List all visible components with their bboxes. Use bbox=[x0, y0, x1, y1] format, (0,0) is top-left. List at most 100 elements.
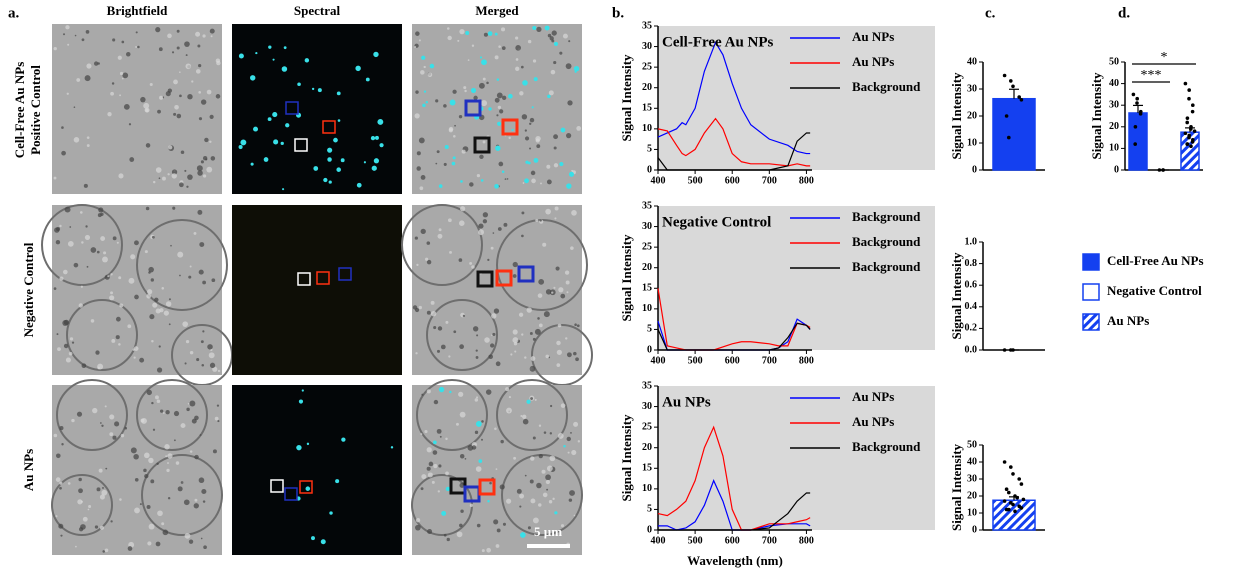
texture bbox=[520, 415, 523, 418]
y-tick-label: 0.2 bbox=[965, 323, 978, 334]
texture bbox=[195, 31, 201, 37]
texture bbox=[548, 90, 554, 96]
nanoparticle-signal bbox=[429, 63, 435, 69]
y-tick-label: 0.6 bbox=[965, 279, 978, 290]
nanoparticle-signal bbox=[438, 184, 443, 188]
texture bbox=[464, 89, 467, 93]
texture bbox=[125, 51, 131, 57]
texture bbox=[439, 435, 442, 438]
texture bbox=[493, 519, 499, 525]
texture bbox=[492, 332, 496, 336]
nanoparticle-signal bbox=[335, 479, 340, 484]
texture bbox=[140, 96, 146, 103]
y-tick-label: 0.0 bbox=[965, 344, 978, 355]
texture bbox=[455, 422, 459, 426]
texture bbox=[515, 45, 521, 51]
texture bbox=[77, 499, 83, 505]
nanoparticle-signal bbox=[479, 56, 483, 59]
texture bbox=[202, 34, 206, 38]
nanoparticle-signal bbox=[425, 101, 429, 104]
legend-label: Background bbox=[852, 259, 921, 274]
texture bbox=[431, 480, 435, 484]
texture bbox=[512, 329, 518, 335]
texture bbox=[115, 335, 120, 340]
x-tick-label: 500 bbox=[688, 355, 703, 366]
nanoparticle-signal bbox=[311, 536, 315, 541]
texture bbox=[117, 55, 122, 60]
texture bbox=[538, 424, 542, 427]
texture bbox=[540, 182, 542, 185]
texture bbox=[536, 26, 542, 32]
texture bbox=[158, 47, 163, 52]
texture bbox=[84, 234, 91, 241]
texture bbox=[217, 420, 220, 423]
texture bbox=[96, 487, 101, 492]
texture bbox=[86, 144, 90, 148]
texture bbox=[179, 274, 181, 277]
nanoparticle-signal bbox=[365, 77, 370, 82]
nanoparticle-signal bbox=[438, 386, 445, 393]
texture bbox=[435, 162, 438, 165]
texture bbox=[121, 40, 125, 44]
texture bbox=[148, 457, 154, 464]
texture bbox=[78, 303, 83, 308]
texture bbox=[107, 275, 110, 278]
texture bbox=[551, 291, 554, 294]
series-line bbox=[658, 492, 811, 531]
legend-label: Background bbox=[852, 79, 921, 94]
texture bbox=[447, 35, 452, 41]
panel-label: c. bbox=[985, 5, 996, 21]
texture bbox=[198, 63, 202, 68]
legend-label: Au NPs bbox=[852, 29, 894, 44]
texture bbox=[155, 395, 159, 400]
nanoparticle-signal bbox=[554, 511, 558, 515]
texture bbox=[549, 455, 556, 462]
texture bbox=[158, 345, 161, 348]
nanoparticle-signal bbox=[341, 437, 346, 442]
texture bbox=[430, 300, 435, 305]
texture bbox=[458, 258, 463, 262]
texture bbox=[452, 89, 457, 94]
texture bbox=[496, 528, 501, 533]
nanoparticle-signal bbox=[273, 139, 279, 145]
data-point bbox=[1190, 109, 1195, 114]
nanoparticle-signal bbox=[280, 141, 284, 146]
texture bbox=[479, 154, 484, 160]
cell-outline bbox=[496, 379, 568, 451]
x-tick-label: 600 bbox=[725, 535, 740, 546]
nanoparticle-signal bbox=[520, 532, 526, 538]
data-point bbox=[1004, 487, 1009, 492]
texture bbox=[62, 320, 69, 326]
texture bbox=[565, 63, 572, 70]
series-line bbox=[657, 322, 811, 351]
texture bbox=[144, 107, 150, 113]
texture bbox=[432, 450, 438, 455]
texture bbox=[118, 276, 122, 280]
texture bbox=[176, 113, 182, 119]
texture bbox=[424, 429, 428, 434]
texture bbox=[515, 58, 519, 61]
texture bbox=[116, 241, 119, 244]
series-line bbox=[657, 117, 811, 167]
nanoparticle-signal bbox=[336, 167, 341, 172]
roi-box bbox=[495, 269, 513, 287]
roi-box bbox=[284, 487, 298, 501]
texture bbox=[538, 453, 543, 459]
nanoparticle-signal bbox=[390, 446, 394, 449]
texture bbox=[173, 410, 180, 417]
texture bbox=[100, 422, 102, 424]
texture bbox=[423, 65, 426, 69]
texture bbox=[518, 312, 524, 317]
texture bbox=[73, 137, 80, 143]
texture bbox=[526, 307, 532, 313]
roi-box bbox=[338, 267, 352, 281]
texture bbox=[481, 100, 488, 107]
nanoparticle-signal bbox=[449, 390, 452, 394]
data-point bbox=[1002, 499, 1007, 503]
texture bbox=[203, 545, 207, 550]
texture bbox=[99, 494, 105, 500]
texture bbox=[110, 91, 114, 96]
texture bbox=[521, 333, 524, 336]
y-tick-label: 15 bbox=[642, 283, 652, 294]
texture bbox=[191, 80, 194, 83]
